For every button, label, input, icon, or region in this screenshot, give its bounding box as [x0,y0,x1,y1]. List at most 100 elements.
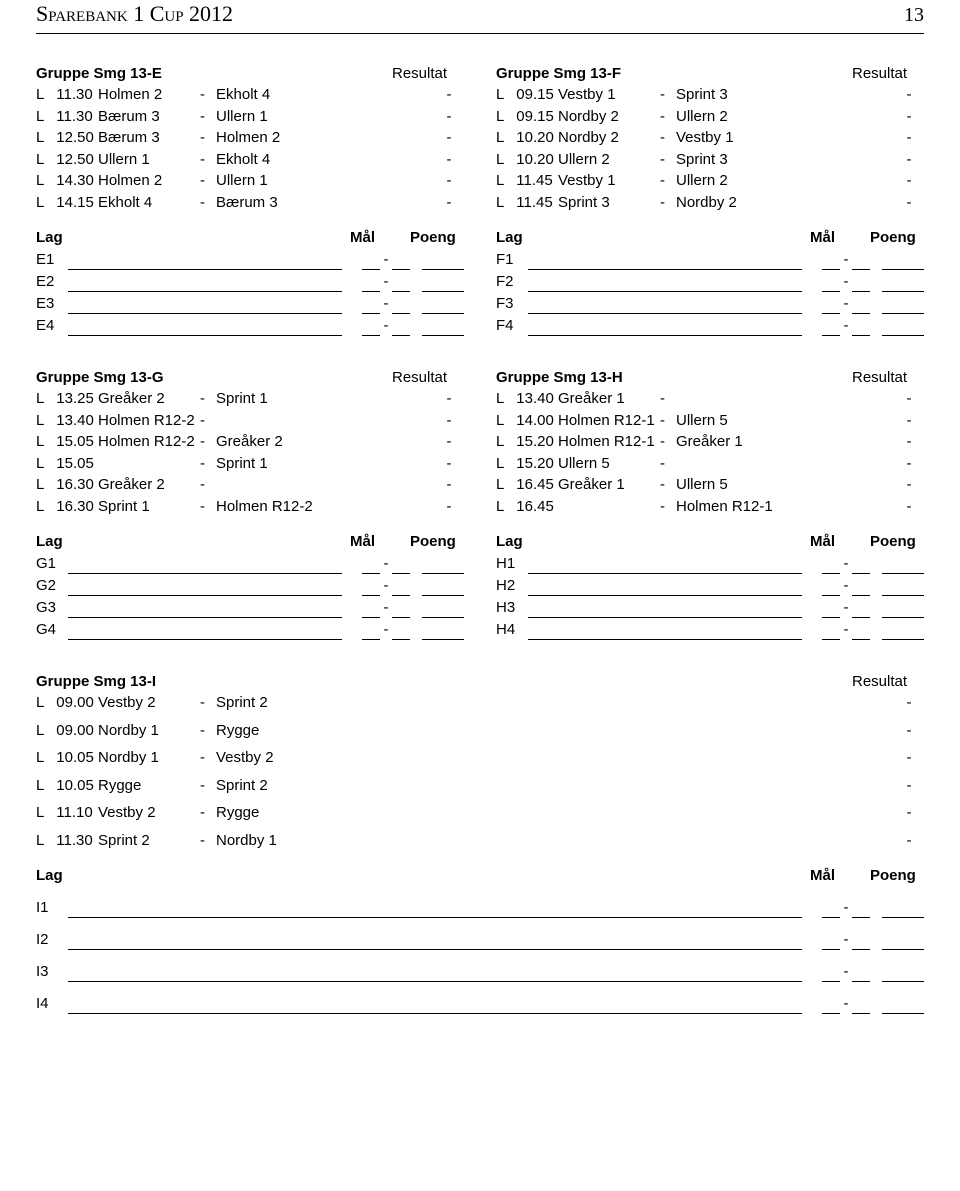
goals-against [392,581,410,596]
goals-for [822,277,840,292]
team-slot [68,903,802,918]
goals-for [822,581,840,596]
match-dash: - [200,107,216,127]
standings-row: G3- [36,596,464,618]
standings-row: I2- [36,918,924,950]
match-time: L 15.05 [36,454,98,474]
goals-against [392,255,410,270]
away-team: Vestby 1 [676,128,894,148]
match-dash: - [200,831,216,851]
group-row: Gruppe Smg 13-IResultatL 09.00Vestby 2-S… [36,672,924,1014]
resultat-header: Resultat [392,368,464,388]
standings-row: H1- [496,552,924,574]
match-row: L 15.05Holmen R12-2-Greåker 2- [36,432,464,452]
match-row: L 11.45Sprint 3-Nordby 2- [496,193,924,213]
goals-dash: - [840,898,852,918]
poeng-header: Poeng [870,228,924,248]
match-result: - [894,171,924,191]
match-row: L 14.00Holmen R12-1-Ullern 5- [496,411,924,431]
match-row: L 13.40Holmen R12-2-- [36,411,464,431]
away-team: Sprint 3 [676,150,894,170]
goals-for [362,277,380,292]
match-time: L 16.45 [496,497,558,517]
match-result: - [894,454,924,474]
lag-header: Lag [36,532,68,552]
group-header: Gruppe Smg 13-GResultat [36,368,464,388]
match-row: L 16.30Greåker 2-- [36,475,464,495]
goals-for [822,559,840,574]
match-result: - [434,497,464,517]
goals-for [822,967,840,982]
match-row: L 13.25Greåker 2-Sprint 1- [36,389,464,409]
match-row: L 15.20Holmen R12-1-Greåker 1- [496,432,924,452]
match-result: - [894,693,924,713]
points-slot [882,603,924,618]
match-dash: - [660,107,676,127]
match-result: - [434,432,464,452]
standings-row: F4- [496,314,924,336]
team-slot [68,967,802,982]
goals-dash: - [840,554,852,574]
match-dash: - [660,454,676,474]
goals-dash: - [380,576,392,596]
match-dash: - [200,411,216,431]
match-row: L 11.10Vestby 2-Rygge- [36,803,924,823]
away-team: Sprint 2 [216,693,894,713]
standings: LagMålPoengH1-H2-H3-H4- [496,532,924,640]
goals-for [822,999,840,1014]
match-result: - [894,475,924,495]
standings: LagMålPoengF1-F2-F3-F4- [496,228,924,336]
match-time: L 14.00 [496,411,558,431]
points-slot [882,321,924,336]
goals-dash: - [380,316,392,336]
goals-for [822,321,840,336]
match-row: L 16.45-Holmen R12-1- [496,497,924,517]
match-time: L 14.15 [36,193,98,213]
goals-against [852,903,870,918]
points-slot [882,255,924,270]
goals-against [392,559,410,574]
goals-against [392,603,410,618]
match-time: L 11.30 [36,85,98,105]
match-result: - [894,193,924,213]
group-title: Gruppe Smg 13-I [36,672,852,692]
standings-row: H4- [496,618,924,640]
poeng-header: Poeng [410,532,464,552]
home-team: Vestby 1 [558,171,660,191]
match-dash: - [200,803,216,823]
fixture-block: Gruppe Smg 13-GResultatL 13.25Greåker 2-… [36,368,464,517]
group-header: Gruppe Smg 13-IResultat [36,672,924,692]
home-team: Holmen R12-2 [98,432,200,452]
rank-label: G1 [36,554,68,574]
home-team: Sprint 3 [558,193,660,213]
page-header: Sparebank 1 Cup 2012 13 [36,0,924,34]
away-team: Sprint 1 [216,389,434,409]
match-time: L 15.20 [496,454,558,474]
standings: LagMålPoengE1-E2-E3-E4- [36,228,464,336]
standings-row: F1- [496,248,924,270]
match-dash: - [200,193,216,213]
goals-dash: - [840,620,852,640]
team-slot [528,625,802,640]
match-row: L 11.30Holmen 2-Ekholt 4- [36,85,464,105]
goals-for [362,255,380,270]
match-row: L 11.30Sprint 2-Nordby 1- [36,831,924,851]
goals-dash: - [840,994,852,1014]
standings: LagMålPoengI1-I2-I3-I4- [36,866,924,1014]
home-team: Greåker 1 [558,389,660,409]
away-team: Greåker 2 [216,432,434,452]
away-team: Holmen 2 [216,128,434,148]
match-time: L 13.25 [36,389,98,409]
team-slot [68,935,802,950]
match-time: L 14.30 [36,171,98,191]
goals-for [362,603,380,618]
match-row: L 14.30Holmen 2-Ullern 1- [36,171,464,191]
goals-dash: - [380,272,392,292]
home-team: Rygge [98,776,200,796]
goals-against [392,277,410,292]
home-team: Ullern 5 [558,454,660,474]
mal-header: Mål [810,532,870,552]
standings-row: H2- [496,574,924,596]
mal-header: Mål [810,228,870,248]
home-team: Greåker 1 [558,475,660,495]
